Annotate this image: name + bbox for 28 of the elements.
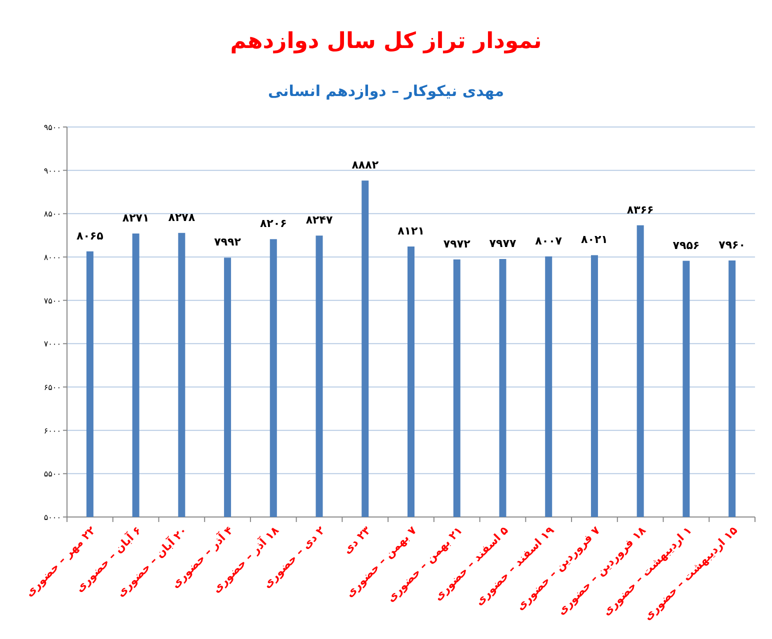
data-label: ۸۲۷۸ [168,210,196,224]
data-label: ۸۰۶۵ [76,229,104,242]
x-tick-label: ۲۳ دی [340,524,374,556]
data-label: ۷۹۷۷ [489,236,516,250]
chart-subtitle: مهدی نیکوکار – دوازدهم انسانی [268,82,504,100]
y-tick-label: ۷۵۰۰ [44,296,61,306]
y-tick-label: ۵۵۰۰ [44,470,61,479]
y-tick-label: ۷۰۰۰ [44,340,61,349]
y-tick-label: ۵۰۰۰ [44,513,61,522]
data-label: ۸۰۲۱ [581,233,608,246]
y-tick-label: ۹۰۰۰ [44,166,61,176]
data-label: ۸۱۲۱ [398,224,424,238]
y-tick-label: ۸۵۰۰ [44,210,61,219]
data-label: ۸۳۶۶ [626,203,654,216]
data-label: ۸۲۴۷ [306,214,333,227]
chart-title: نمودار تراز کل سال دوازدهم [230,29,542,54]
y-tick-label: ۸۰۰۰ [44,253,61,262]
y-tick-label: ۶۰۰۰ [44,426,61,436]
data-label: ۸۸۸۲ [352,158,379,172]
data-label: ۸۲۰۶ [260,217,287,230]
data-label: ۸۲۷۱ [122,212,150,225]
data-label: ۷۹۶۰ [718,238,746,252]
y-tick-label: ۹۵۰۰ [44,123,61,132]
data-label: ۸۰۰۷ [535,234,562,248]
y-tick-label: ۶۵۰۰ [44,383,61,392]
data-label: ۷۹۹۲ [214,236,242,249]
data-label: ۷۹۵۶ [672,238,700,252]
data-label: ۷۹۷۲ [443,237,471,250]
